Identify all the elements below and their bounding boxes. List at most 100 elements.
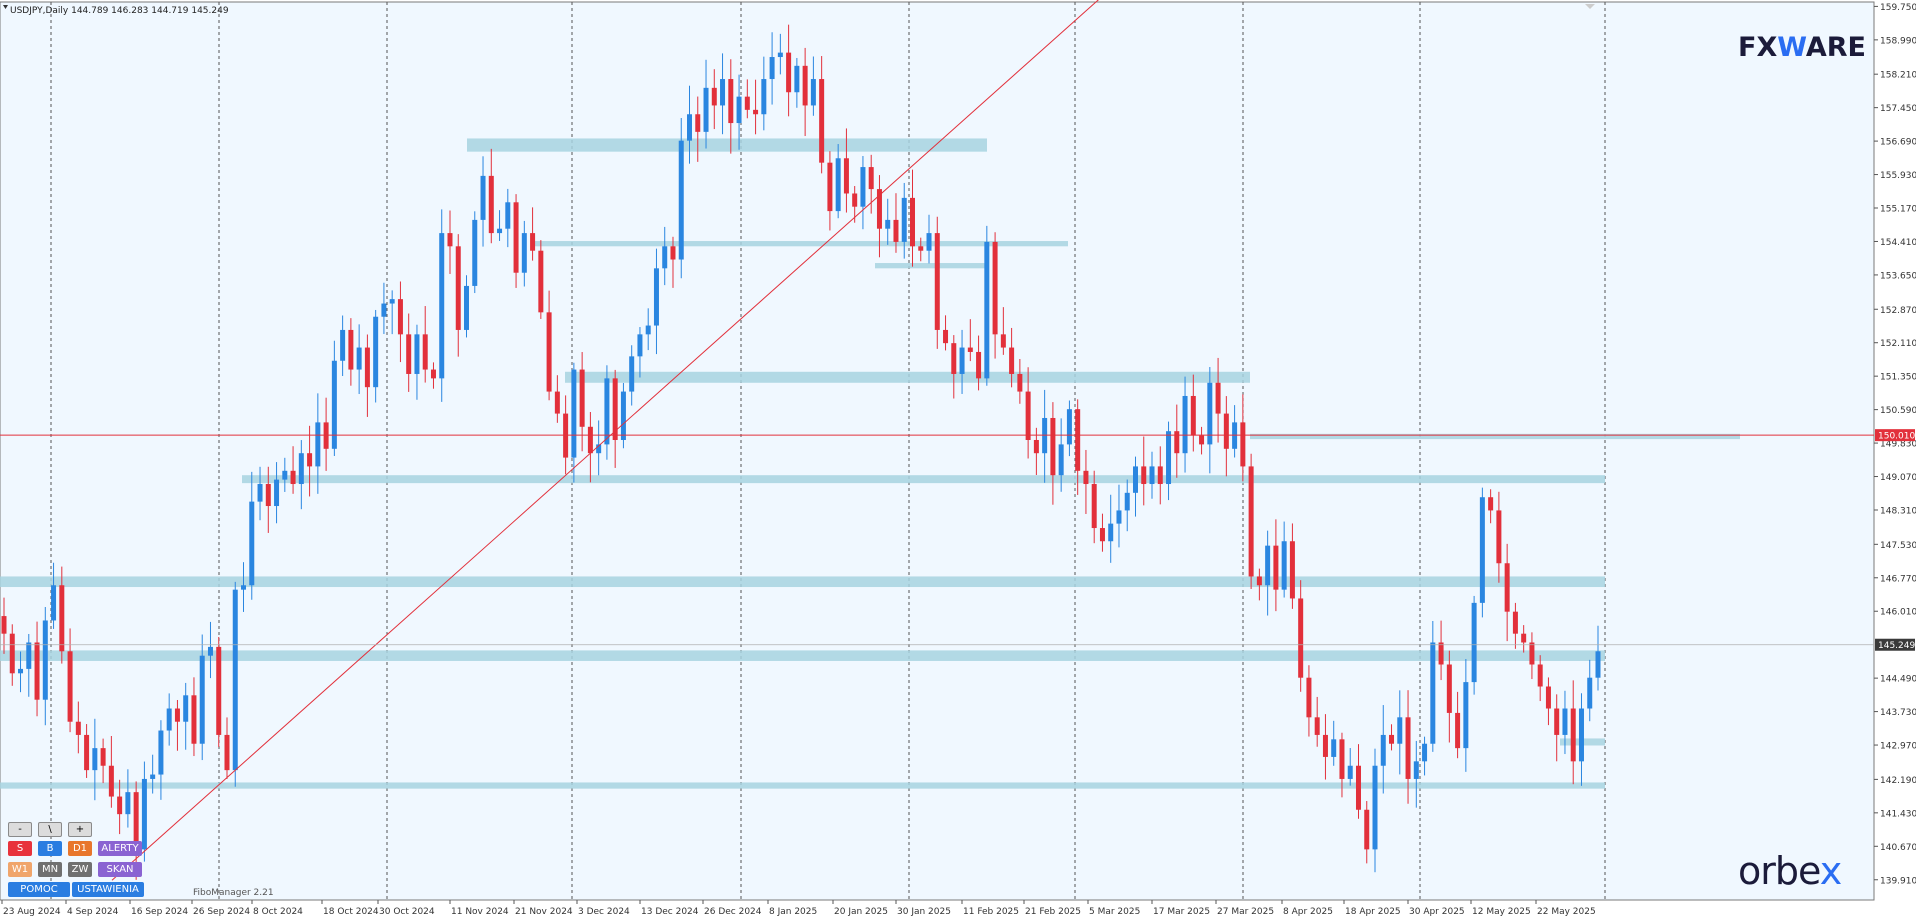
zoom-out-button[interactable]: - bbox=[8, 822, 32, 837]
help-button[interactable]: POMOC bbox=[8, 882, 70, 897]
candle-body bbox=[810, 79, 816, 106]
candle-body bbox=[9, 633, 15, 674]
candle-body bbox=[298, 453, 304, 485]
candle-body bbox=[1355, 765, 1361, 810]
candle-body bbox=[282, 470, 288, 480]
candle-body bbox=[26, 642, 32, 669]
candle-body bbox=[447, 233, 453, 247]
candle-body bbox=[125, 792, 131, 815]
candle-body bbox=[1050, 417, 1056, 476]
y-tick-label: 147.530 bbox=[1880, 541, 1916, 551]
candle-body bbox=[464, 285, 470, 330]
candle-body bbox=[439, 233, 445, 379]
candle-body bbox=[158, 730, 164, 775]
candle-body bbox=[1488, 497, 1494, 511]
y-tick-label: 142.970 bbox=[1880, 742, 1916, 752]
candle-body bbox=[1248, 466, 1254, 577]
candle-body bbox=[1314, 717, 1320, 735]
candle-body bbox=[1446, 664, 1452, 713]
candle-body bbox=[744, 96, 750, 110]
candle-body bbox=[1587, 677, 1593, 709]
line-button[interactable]: \ bbox=[38, 822, 62, 837]
candle-body bbox=[1017, 373, 1023, 392]
y-tick-label: 157.450 bbox=[1880, 104, 1916, 114]
scan-button[interactable]: SKAN bbox=[98, 862, 142, 877]
d1-button[interactable]: D1 bbox=[68, 841, 92, 856]
candle-body bbox=[191, 695, 197, 744]
y-tick-label: 153.650 bbox=[1880, 271, 1916, 281]
candle-body bbox=[835, 158, 841, 212]
candle-body bbox=[1174, 431, 1180, 454]
candle-body bbox=[1331, 739, 1337, 757]
candle-body bbox=[819, 79, 825, 163]
trend-line bbox=[111, 0, 1099, 881]
orbex-logo: orbex bbox=[1738, 849, 1842, 893]
candle-body bbox=[472, 219, 478, 286]
candle-body bbox=[926, 233, 932, 251]
candle-body bbox=[505, 202, 511, 229]
candle-body bbox=[794, 65, 800, 93]
support-resistance-zone bbox=[1250, 433, 1740, 440]
candle-body bbox=[381, 303, 387, 317]
y-tick-label: 139.910 bbox=[1880, 876, 1916, 886]
alerts-button[interactable]: ALERTY bbox=[98, 841, 142, 856]
buy-button[interactable]: B bbox=[38, 841, 62, 856]
candle-body bbox=[356, 347, 362, 370]
candle-body bbox=[265, 484, 271, 507]
y-tick-label: 151.350 bbox=[1880, 373, 1916, 383]
candle-body bbox=[1, 616, 7, 634]
candle-body bbox=[1207, 382, 1213, 445]
y-tick-label: 154.410 bbox=[1880, 238, 1916, 248]
candle-body bbox=[59, 585, 65, 652]
candle-body bbox=[397, 299, 403, 335]
x-tick-label: 17 Mar 2025 bbox=[1153, 907, 1210, 917]
x-tick-label: 26 Sep 2024 bbox=[193, 907, 250, 917]
w1-button[interactable]: W1 bbox=[8, 862, 32, 877]
settings-button[interactable]: USTAWIENIA bbox=[72, 882, 144, 897]
candle-body bbox=[843, 158, 849, 194]
candle-body bbox=[934, 233, 940, 330]
candle-body bbox=[1595, 651, 1601, 678]
mn-button[interactable]: MN bbox=[38, 862, 62, 877]
candle-body bbox=[331, 360, 337, 449]
candle-body bbox=[1430, 642, 1436, 744]
candle-body bbox=[612, 378, 618, 440]
y-tick-label: 156.690 bbox=[1880, 138, 1916, 148]
candle-body bbox=[1199, 435, 1205, 445]
candle-body bbox=[1256, 576, 1262, 586]
candle-body bbox=[1322, 734, 1328, 757]
candle-body bbox=[249, 501, 255, 586]
zw-button[interactable]: ZW bbox=[68, 862, 92, 877]
level-price-box bbox=[1875, 429, 1915, 442]
candle-body bbox=[100, 748, 106, 766]
candle-body bbox=[1240, 422, 1246, 467]
candle-body bbox=[720, 79, 726, 106]
candle-body bbox=[315, 422, 321, 467]
support-resistance-zone bbox=[0, 782, 1605, 789]
zoom-in-button[interactable]: + bbox=[68, 822, 92, 837]
y-tick-label: 142.190 bbox=[1880, 776, 1916, 786]
y-tick-label: 148.310 bbox=[1880, 506, 1916, 516]
candle-body bbox=[92, 748, 98, 771]
x-tick-label: 21 Feb 2025 bbox=[1025, 907, 1081, 917]
x-tick-label: 5 Mar 2025 bbox=[1089, 907, 1140, 917]
y-tick-label: 158.990 bbox=[1880, 36, 1916, 46]
support-resistance-zone bbox=[565, 371, 1250, 383]
support-resistance-zone bbox=[875, 263, 988, 269]
candle-body bbox=[662, 246, 668, 269]
candle-body bbox=[1364, 809, 1370, 850]
candle-body bbox=[530, 233, 536, 251]
candle-body bbox=[1562, 708, 1568, 735]
candle-body bbox=[1380, 734, 1386, 766]
candle-body bbox=[1372, 765, 1378, 850]
candle-body bbox=[1479, 497, 1485, 603]
candle-body bbox=[34, 642, 40, 700]
candle-body bbox=[976, 351, 982, 379]
y-tick-label: 144.490 bbox=[1880, 675, 1916, 685]
candle-body bbox=[1521, 633, 1527, 643]
x-tick-label: 20 Jan 2025 bbox=[834, 907, 888, 917]
candle-body bbox=[1289, 541, 1295, 599]
sell-button[interactable]: S bbox=[8, 841, 32, 856]
